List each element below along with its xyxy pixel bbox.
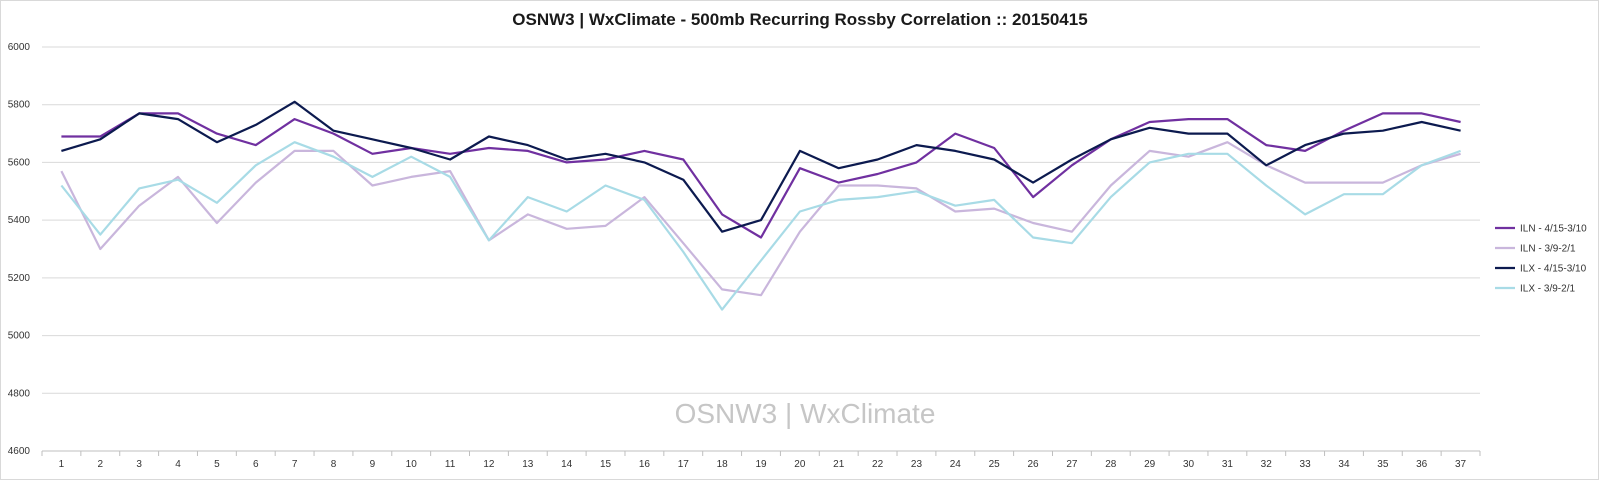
- x-tick-label: 23: [911, 459, 923, 470]
- x-tick-label: 5: [214, 459, 220, 470]
- y-tick-label: 4800: [8, 388, 31, 399]
- x-tick-label: 29: [1144, 459, 1156, 470]
- y-tick-label: 5800: [8, 100, 31, 111]
- x-tick-label: 10: [406, 459, 418, 470]
- series-line-2: [60, 141, 1461, 297]
- x-tick-label: 28: [1105, 459, 1117, 470]
- x-tick-label: 7: [292, 459, 298, 470]
- series-line-4: [60, 141, 1461, 311]
- x-tick-label: 27: [1066, 459, 1078, 470]
- series-line-1: [61, 112, 1461, 239]
- x-tick-label: 16: [639, 459, 651, 470]
- x-tick-label: 25: [989, 459, 1001, 470]
- x-tick-label: 15: [600, 459, 612, 470]
- x-tick-label: 12: [483, 459, 495, 470]
- legend-label: ILN - 3/9-2/1: [1520, 244, 1576, 255]
- y-tick-label: 6000: [8, 42, 31, 53]
- x-tick-label: 37: [1455, 459, 1467, 470]
- x-tick-label: 1: [59, 459, 65, 470]
- y-tick-label: 5000: [8, 331, 31, 342]
- legend-label: ILX - 3/9-2/1: [1520, 284, 1575, 295]
- x-tick-label: 32: [1261, 459, 1273, 470]
- x-tick-label: 33: [1300, 459, 1312, 470]
- x-tick-label: 21: [833, 459, 845, 470]
- x-tick-label: 31: [1222, 459, 1234, 470]
- x-tick-label: 4: [175, 459, 181, 470]
- x-tick-label: 11: [445, 459, 456, 470]
- x-tick-label: 2: [98, 459, 104, 470]
- x-tick-label: 19: [755, 459, 767, 470]
- x-tick-label: 22: [872, 459, 884, 470]
- chart-title: OSNW3 | WxClimate - 500mb Recurring Ross…: [512, 10, 1088, 29]
- watermark: OSNW3 | WxClimate: [675, 398, 936, 429]
- x-tick-label: 18: [717, 459, 729, 470]
- x-tick-label: 34: [1338, 459, 1350, 470]
- series-lines: [60, 100, 1461, 311]
- x-tick-label: 30: [1183, 459, 1195, 470]
- x-tick-label: 26: [1027, 459, 1039, 470]
- y-tick-label: 4600: [8, 446, 31, 457]
- x-tick-label: 6: [253, 459, 259, 470]
- x-tick-label: 9: [370, 459, 376, 470]
- y-tick-label: 5600: [8, 157, 31, 168]
- x-tick-label: 36: [1416, 459, 1428, 470]
- x-tick-label: 24: [950, 459, 962, 470]
- x-tick-label: 14: [561, 459, 573, 470]
- series-line-3: [61, 100, 1461, 233]
- legend-label: ILN - 4/15-3/10: [1520, 224, 1587, 235]
- x-tick-label: 13: [522, 459, 534, 470]
- y-tick-label: 5200: [8, 273, 31, 284]
- x-tick-label: 17: [678, 459, 690, 470]
- x-tick-label: 3: [136, 459, 142, 470]
- x-tick-label: 20: [794, 459, 806, 470]
- x-tick-label: 35: [1377, 459, 1389, 470]
- y-tick-label: 5400: [8, 215, 31, 226]
- x-tick-label: 8: [331, 459, 337, 470]
- legend: ILN - 4/15-3/10 ILN - 3/9-2/1 ILX - 4/15-3…: [1495, 224, 1587, 295]
- legend-label: ILX - 4/15-3/10: [1520, 264, 1587, 275]
